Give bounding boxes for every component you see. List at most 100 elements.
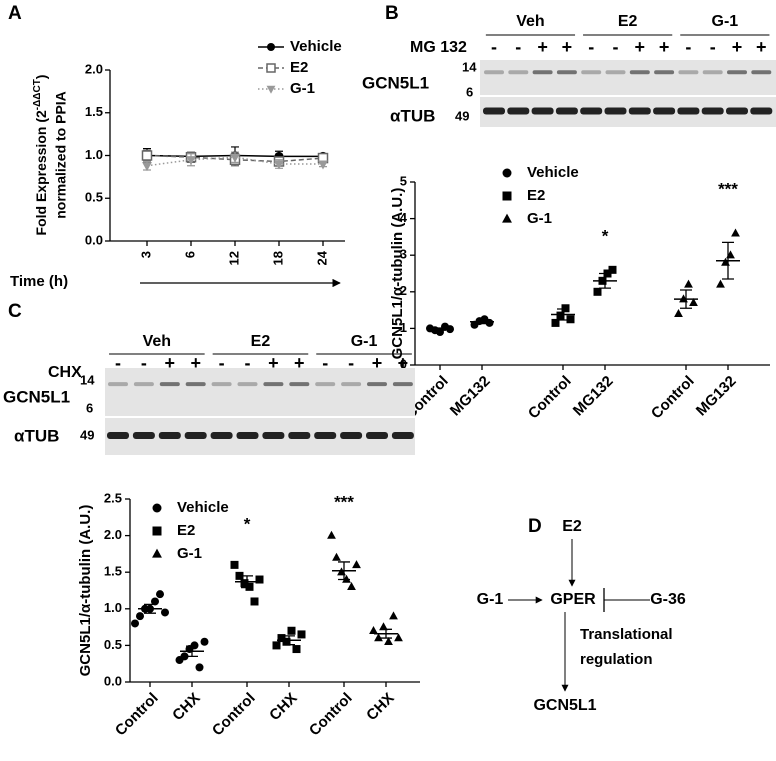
y-tick-label: 2 (400, 283, 407, 298)
edge-label: Translational (580, 626, 673, 643)
blot-row-label: GCN5L1 (362, 73, 429, 92)
panel-label: C (8, 301, 22, 322)
data-point (593, 287, 602, 296)
band-tubulin (288, 432, 311, 439)
data-point (332, 552, 341, 561)
error-bar (186, 645, 198, 658)
band-gcn5l1 (581, 70, 602, 75)
blot-row-label: αTUB (14, 426, 59, 445)
x-tick-label: CHX (169, 690, 203, 724)
band-tubulin (701, 107, 724, 115)
data-point (136, 612, 144, 621)
legend-marker (266, 85, 276, 94)
legend-marker (502, 168, 512, 178)
error-bar (434, 327, 446, 331)
y-tick-label: 2.0 (85, 61, 103, 76)
band-gcn5l1 (211, 382, 232, 387)
band-tubulin (483, 107, 505, 115)
data-point (131, 619, 139, 628)
x-tick-label: MG132 (447, 373, 494, 420)
data-point (485, 318, 494, 327)
blot-row-label: αTUB (390, 106, 435, 125)
band-gcn5l1 (508, 70, 529, 75)
error-bar (476, 319, 488, 325)
blot-background (105, 368, 415, 455)
blot-group-label: Veh (143, 333, 171, 350)
mw-marker: 6 (86, 400, 93, 415)
y-tick-label: 1 (400, 320, 407, 335)
band-tubulin (726, 107, 748, 115)
y-axis-label: normalized to PPIA (53, 91, 69, 219)
y-axis-label: GCN5L1/α-tubulin (A.U.) (77, 505, 94, 677)
legend-label: G-1 (177, 545, 202, 562)
data-point (369, 625, 378, 634)
panel-label: D (528, 516, 542, 537)
y-tick-label: 0.5 (85, 190, 103, 205)
legend-marker (502, 213, 512, 223)
data-point (186, 156, 196, 166)
error-bar (380, 628, 392, 639)
data-point (161, 608, 169, 617)
x-tick-label: MG132 (570, 373, 617, 420)
x-tick-label: 3 (138, 251, 153, 258)
treatment-sign: - (219, 353, 225, 373)
data-point (374, 633, 383, 642)
data-point (684, 279, 693, 288)
error-bar (557, 308, 569, 321)
treatment-sign: - (348, 353, 354, 373)
x-tick-label: Control (306, 690, 356, 740)
mw-marker: 6 (466, 84, 473, 99)
blot-group-label: G-1 (351, 333, 378, 350)
data-point (156, 590, 164, 599)
y-tick-label: 3 (400, 247, 407, 262)
band-gcn5l1 (341, 382, 362, 387)
band-gcn5l1 (159, 382, 180, 387)
treatment-sign: - (685, 37, 691, 57)
significance: * (602, 226, 609, 245)
data-point (689, 297, 698, 306)
x-tick-label: MG132 (693, 373, 740, 420)
data-point (200, 637, 209, 646)
data-point (561, 304, 570, 313)
treatment-sign: + (398, 353, 409, 373)
data-point (277, 634, 286, 643)
panel-label: A (8, 3, 22, 24)
data-point (551, 318, 560, 327)
x-tick-label: Control (112, 690, 162, 740)
band-gcn5l1 (133, 382, 154, 387)
data-point (282, 637, 291, 646)
band-tubulin (107, 432, 129, 439)
band-tubulin (507, 107, 530, 115)
treatment-sign: - (588, 37, 594, 57)
treatment-sign: - (141, 353, 147, 373)
data-point (274, 160, 284, 170)
diagram-node: E2 (562, 518, 582, 535)
mw-marker: 49 (455, 108, 469, 123)
data-point (245, 582, 254, 591)
blot-group-label: G-1 (712, 13, 739, 30)
x-tick-label: 18 (270, 251, 285, 265)
x-tick-label: 12 (226, 251, 241, 265)
band-tubulin (628, 107, 651, 115)
data-point (608, 265, 617, 274)
band-gcn5l1 (629, 70, 650, 75)
band-gcn5l1 (751, 70, 772, 75)
band-gcn5l1 (315, 382, 336, 387)
x-tick-label: Control (209, 690, 259, 740)
data-point (297, 630, 306, 639)
legend-label: G-1 (527, 210, 552, 227)
band-tubulin (653, 107, 676, 115)
significance: * (244, 514, 251, 533)
x-tick-label: 24 (314, 250, 329, 265)
data-point (230, 153, 240, 163)
legend-label: E2 (177, 522, 195, 539)
band-gcn5l1 (727, 70, 747, 75)
treatment-sign: + (732, 37, 743, 57)
blot-group-label: E2 (618, 13, 638, 30)
band-tubulin (555, 107, 578, 115)
y-tick-label: 0 (400, 356, 407, 371)
y-axis-label-sup: -ΔΔCT (32, 79, 43, 110)
y-tick-label: 4 (400, 210, 408, 225)
treatment-sign: - (491, 37, 497, 57)
x-tick-label: CHX (363, 690, 397, 724)
